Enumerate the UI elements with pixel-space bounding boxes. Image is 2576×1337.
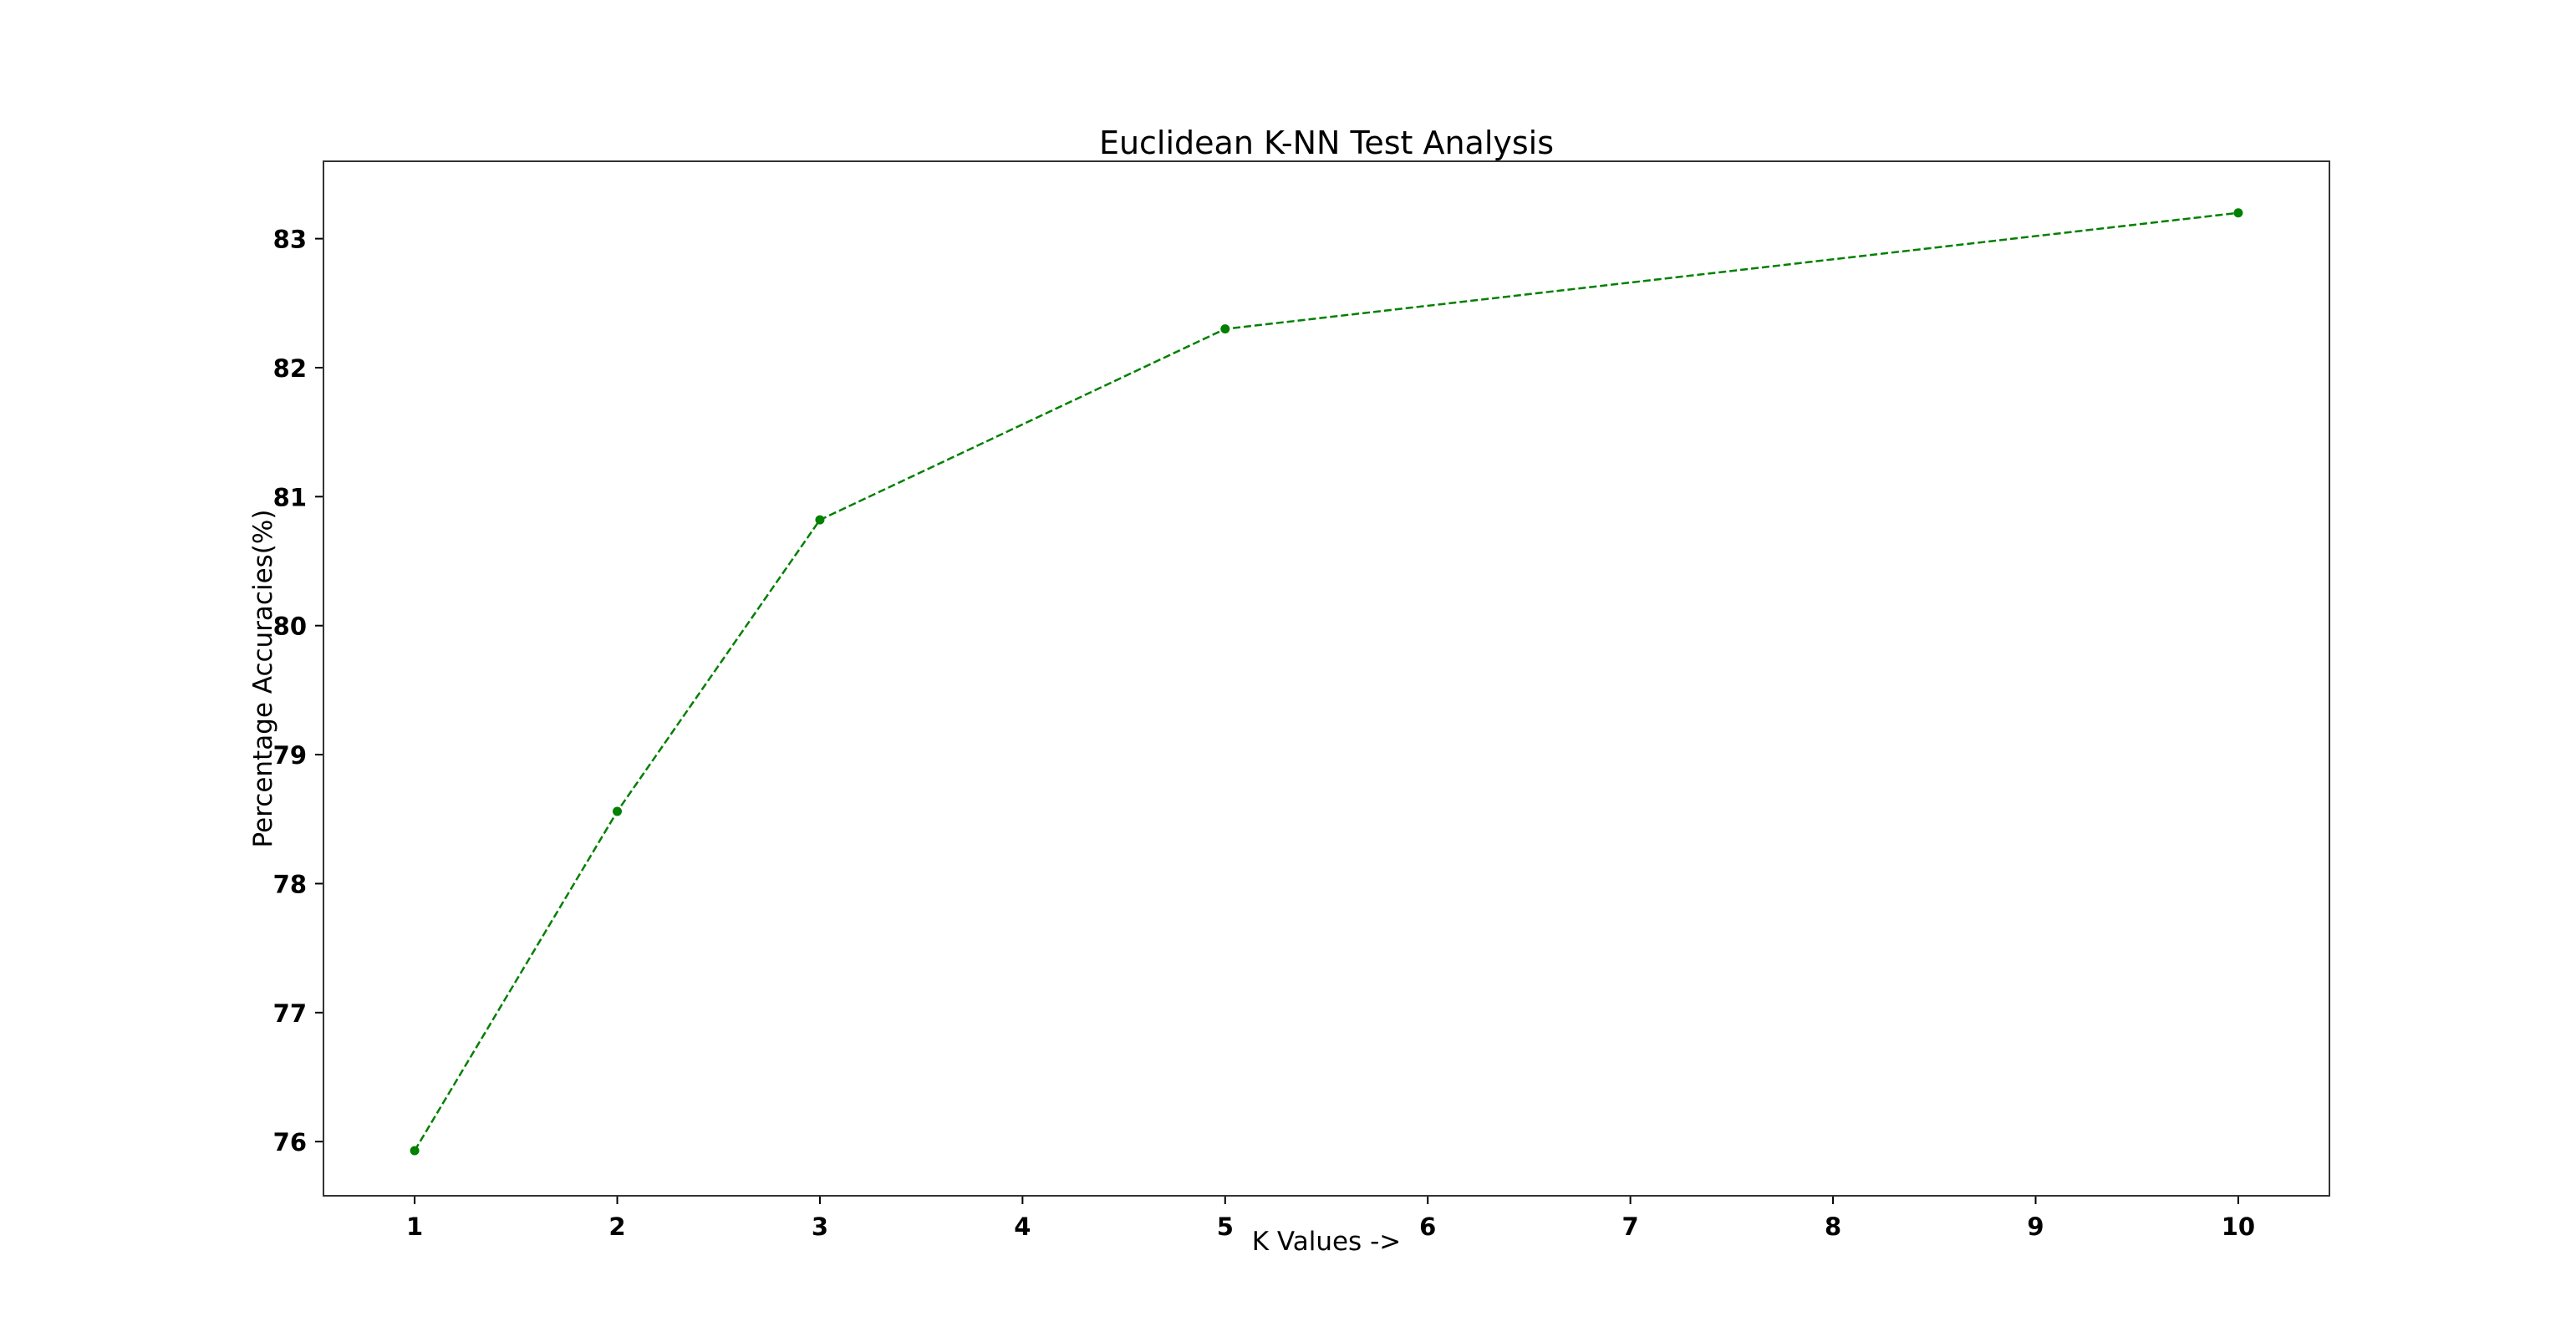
x-tick-label: 9	[2027, 1212, 2044, 1241]
data-point	[410, 1146, 420, 1156]
y-tick-label: 82	[273, 354, 307, 383]
x-tick-label: 6	[1419, 1212, 1436, 1241]
data-point	[2233, 208, 2243, 218]
y-tick-label: 83	[273, 226, 307, 254]
y-tick-label: 80	[273, 613, 307, 641]
x-tick-label: 8	[1825, 1212, 1841, 1241]
x-tick-label: 10	[2222, 1212, 2255, 1241]
y-tick-label: 77	[273, 999, 307, 1028]
x-tick-label: 2	[608, 1212, 625, 1241]
axes-frame	[323, 160, 2330, 1197]
x-tick-label: 5	[1217, 1212, 1234, 1241]
x-axis-label: K Values ->	[1252, 1227, 1401, 1257]
data-point	[1220, 324, 1230, 334]
x-tick-label: 3	[812, 1212, 828, 1241]
y-tick-label: 81	[273, 483, 307, 511]
y-axis-label: Percentage Accuracies(%)	[248, 510, 278, 848]
y-tick-label: 76	[273, 1128, 307, 1157]
chart-title: Euclidean K-NN Test Analysis	[1099, 125, 1554, 161]
x-tick-label: 4	[1014, 1212, 1031, 1241]
data-point	[815, 515, 825, 525]
x-tick-label: 1	[406, 1212, 423, 1241]
y-tick-label: 79	[273, 741, 307, 770]
x-tick-label: 7	[1622, 1212, 1639, 1241]
data-point	[613, 806, 623, 816]
series-line	[414, 211, 2239, 1151]
y-tick-label: 78	[273, 870, 307, 898]
